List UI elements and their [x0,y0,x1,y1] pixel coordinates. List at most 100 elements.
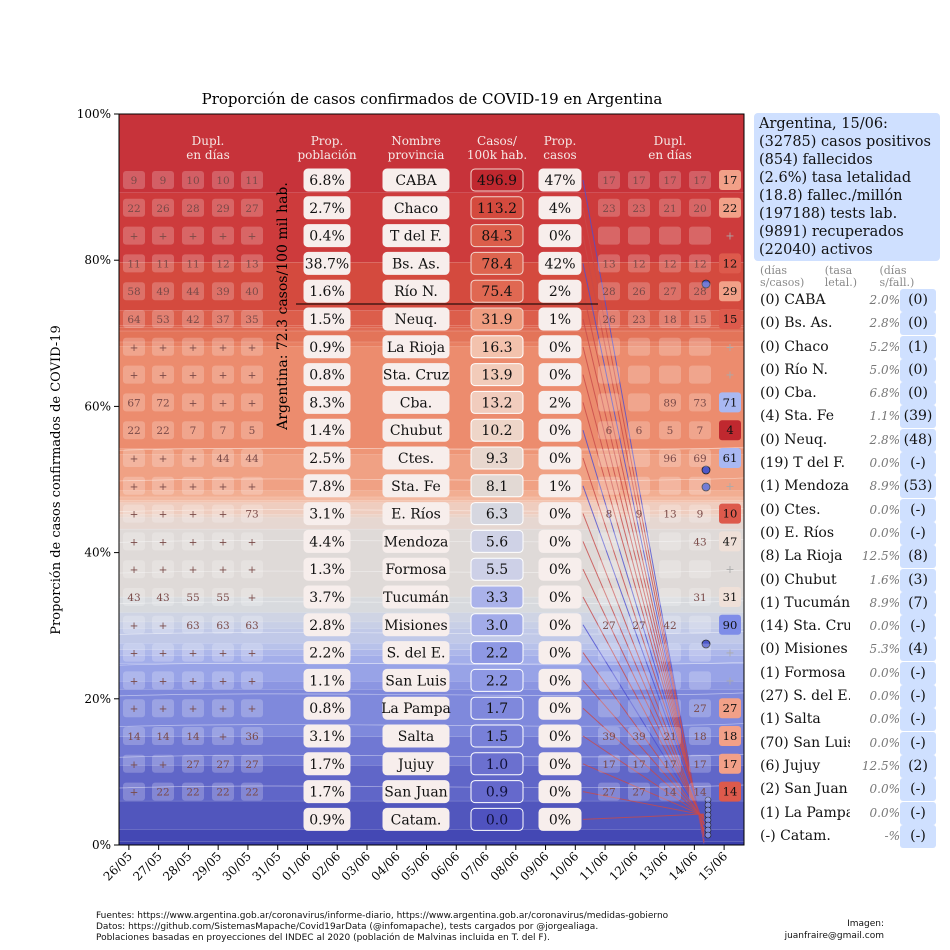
prop-casos: 2% [549,395,571,411]
dupl-value: 15 [693,314,706,326]
dupl-cell [182,782,204,801]
casos-100k: 2.2 [486,646,508,662]
dupl-cell [152,421,174,440]
province-name-box [382,390,450,414]
province-name: Sta. Cruz [383,368,449,384]
sidebar-province-row: (70) San Luis 0.0% (-) [754,731,940,755]
prop-casos-box [538,807,582,831]
dupl-latest-value: 12 [723,256,738,270]
dupl-value: 27 [693,703,706,715]
province-name-box [382,251,450,275]
connector-line [582,457,705,826]
dupl-cell [241,226,263,245]
dupl-cell [689,615,711,634]
dupl-value: 42 [663,620,676,632]
dupl-cell [123,560,145,579]
dupl-cell [241,365,263,384]
sidebar-province-row: (2) San Juan 0.0% (-) [754,778,940,802]
sidebar-province-name: (0) Cba. [760,385,817,402]
province-name-box [382,335,450,359]
dupl-cell [689,421,711,440]
dupl-value: 5 [249,425,256,437]
dupl-value: + [189,564,198,576]
casos-100k-box [470,613,524,637]
dupl-value: 43 [127,592,140,604]
sidebar-lethality-rate: 2.8% [850,312,900,336]
dupl-cell [241,588,263,606]
prop-poblacion-box [303,446,351,470]
dupl-value: 18 [693,731,706,743]
prop-poblacion: 3.7% [309,590,345,606]
prop-poblacion: 0.9% [309,812,345,828]
dupl-cell [628,421,650,440]
dupl-value: 11 [245,175,258,187]
dupl-cell [152,588,174,606]
dupl-value: 12 [216,258,229,270]
sidebar-lethality-rate: 0.0% [850,661,900,685]
connector-line [582,430,705,828]
dupl-cell [628,365,650,384]
dupl-cell [123,310,145,328]
sidebar-province-row: (1) La Pampa 0.0% (-) [754,801,940,825]
dupl-value: 26 [156,203,170,215]
dupl-cell [628,671,650,690]
prop-casos-box [538,502,582,526]
prop-casos-box [538,585,582,609]
sidebar-province-name: (0) Bs. As. [760,315,833,332]
prop-casos: 1% [549,312,571,328]
dupl-cell [628,449,650,467]
y-tick-label: 20% [84,692,111,706]
dupl-value: + [248,703,257,715]
casos-100k-box [470,363,524,387]
end-marker [701,639,711,649]
province-name: San Juan [384,785,447,801]
dupl-cell [152,671,174,690]
dupl-cell [628,171,650,189]
prop-poblacion-box [303,251,351,275]
casos-100k-box [470,224,524,248]
prop-poblacion: 0.8% [309,368,345,384]
dupl-cell [659,754,681,773]
casos-100k-box [470,418,524,442]
dupl-value: 22 [156,787,169,799]
connector-line [582,513,705,826]
province-name: CABA [395,173,437,189]
casos-100k-box [470,196,524,220]
dupl-cell [182,337,204,356]
dupl-cell [182,615,204,634]
dupl-latest-value: 27 [723,701,738,715]
dupl-cell [659,449,681,467]
casos-100k-box [470,251,524,275]
casos-100k: 9.3 [486,451,508,467]
casos-100k: 78.4 [481,256,512,272]
dupl-cell [182,421,204,440]
sidebar-lethality-rate: 8.9% [850,475,900,499]
dupl-latest-box [719,726,741,746]
province-name-box [382,752,450,776]
dupl-value: + [248,397,257,409]
dupl-cell [598,782,620,801]
summary-line: (197188) tests lab. [759,206,898,222]
dupl-value: 13 [602,258,615,270]
dupl-cell [212,643,234,662]
dupl-cell [182,727,204,745]
province-name: Bs. As. [392,256,440,272]
image-credit: Imagen: juanfraire@gmail.com [772,918,884,942]
prop-poblacion: 38.7% [305,256,349,272]
dupl-cell [659,282,681,301]
sidebar-province-name: (1) Tucumán [760,594,851,611]
sidebar-lethality-rate: 2.0% [850,289,900,312]
dupl-cell [689,560,711,579]
prop-casos-box [538,474,582,498]
province-name-box [382,557,450,581]
header-casos-100k: Casos/ [477,134,518,148]
sidebar-province-row: (14) Sta. Cruz 0.0% (-) [754,615,940,639]
dupl-cell [241,282,263,301]
prop-poblacion-box [303,363,351,387]
province-name-box [382,418,450,442]
sidebar-days-since-death: (-) [900,661,936,685]
prop-casos-box [538,279,582,303]
connector-line [582,318,705,836]
sidebar-days-since-death: (-) [900,685,936,709]
province-name: Chaco [394,201,438,217]
